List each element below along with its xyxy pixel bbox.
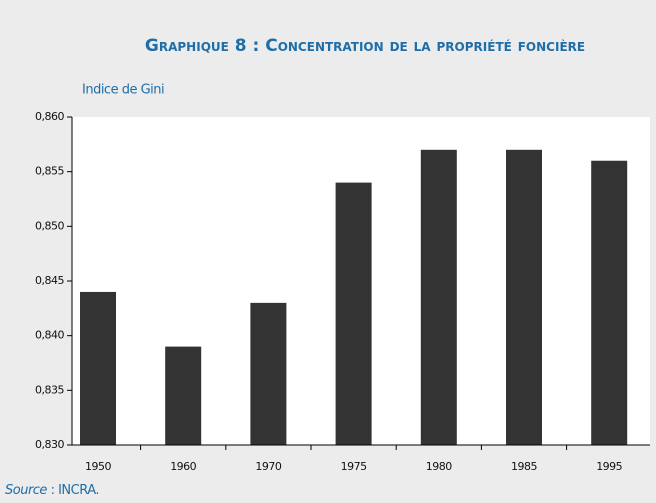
source: Source : INCRA. [5, 483, 99, 498]
bar [250, 302, 287, 445]
bar [591, 160, 628, 445]
bar [420, 149, 457, 446]
bar [165, 346, 202, 445]
x-tick-label: 1980 [426, 460, 452, 473]
source-text: : INCRA. [51, 483, 99, 498]
y-tick-label: 0,840 [35, 329, 64, 342]
x-tick-label: 1960 [170, 460, 196, 473]
y-tick-label: 0,830 [35, 438, 64, 451]
bar [506, 149, 542, 446]
chart-title: Graphique 8 : Concentration de la propri… [145, 36, 585, 56]
y-tick-label: 0,845 [35, 274, 64, 287]
bar [335, 182, 372, 445]
y-axis-label: Indice de Gini [82, 83, 164, 98]
x-tick-label: 1950 [85, 460, 111, 473]
x-tick-label: 1995 [596, 460, 622, 473]
x-tick-label: 1975 [341, 460, 367, 473]
y-tick-label: 0,855 [35, 165, 64, 178]
y-tick-label: 0,835 [35, 383, 64, 396]
y-tick-label: 0,850 [35, 219, 64, 232]
source-label: Source [5, 483, 47, 498]
y-tick-label: 0,860 [35, 110, 64, 123]
bar [80, 291, 116, 445]
x-tick-label: 1985 [511, 460, 537, 473]
x-tick-label: 1970 [255, 460, 281, 473]
